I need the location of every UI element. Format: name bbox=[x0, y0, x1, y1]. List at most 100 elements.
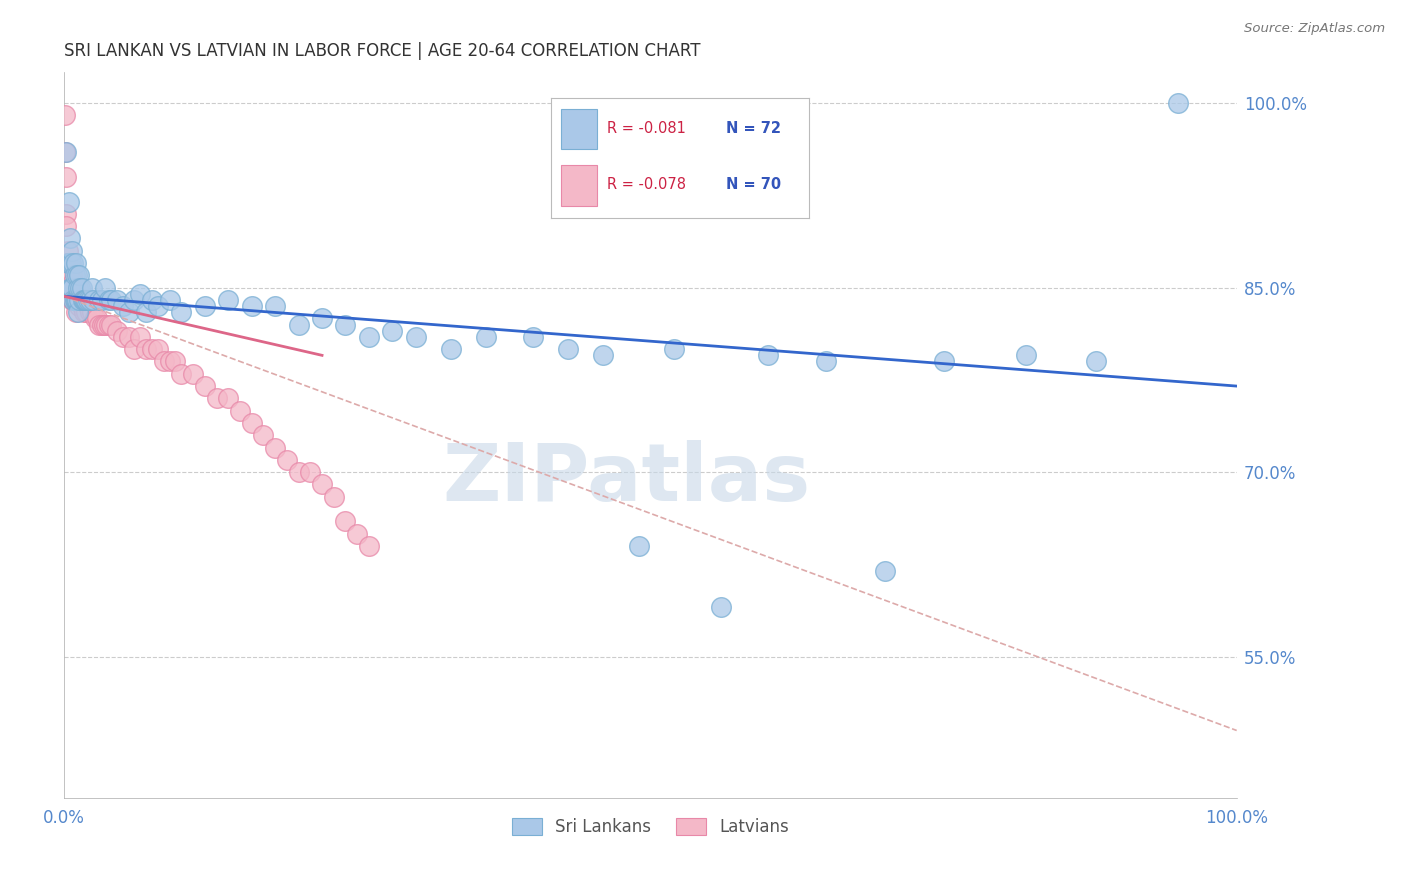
Point bbox=[76, 299, 98, 313]
Point bbox=[69, 281, 91, 295]
Point bbox=[141, 293, 163, 307]
Point bbox=[146, 342, 169, 356]
Point bbox=[170, 367, 193, 381]
Point bbox=[252, 428, 274, 442]
Point bbox=[276, 453, 298, 467]
Point bbox=[90, 293, 112, 307]
Point bbox=[63, 293, 86, 307]
Legend: Sri Lankans, Latvians: Sri Lankans, Latvians bbox=[503, 809, 797, 844]
Point bbox=[152, 354, 174, 368]
Point bbox=[141, 342, 163, 356]
Point bbox=[75, 293, 97, 307]
Point bbox=[56, 256, 79, 270]
Point bbox=[135, 342, 157, 356]
Point bbox=[322, 490, 344, 504]
Point bbox=[710, 600, 733, 615]
Point bbox=[89, 318, 111, 332]
Point bbox=[72, 293, 94, 307]
Point bbox=[62, 256, 84, 270]
Point bbox=[124, 293, 146, 307]
Point bbox=[63, 281, 86, 295]
Point bbox=[60, 293, 83, 307]
Point bbox=[100, 293, 122, 307]
Point bbox=[56, 256, 79, 270]
Point bbox=[65, 305, 87, 319]
Point bbox=[66, 293, 89, 307]
Point bbox=[264, 441, 287, 455]
Point bbox=[932, 354, 955, 368]
Point bbox=[105, 293, 128, 307]
Point bbox=[62, 275, 84, 289]
Point bbox=[60, 268, 83, 283]
Point bbox=[1014, 348, 1036, 362]
Point bbox=[79, 293, 101, 307]
Point bbox=[59, 256, 82, 270]
Point bbox=[83, 311, 105, 326]
Point bbox=[55, 145, 77, 160]
Point bbox=[59, 281, 82, 295]
Point bbox=[67, 268, 90, 283]
Point bbox=[59, 231, 82, 245]
Point bbox=[117, 330, 139, 344]
Point bbox=[135, 305, 157, 319]
Point bbox=[475, 330, 498, 344]
Point bbox=[56, 244, 79, 258]
Point bbox=[557, 342, 579, 356]
Point bbox=[58, 256, 80, 270]
Point bbox=[146, 299, 169, 313]
Point bbox=[55, 219, 77, 234]
Point bbox=[62, 293, 84, 307]
Point bbox=[65, 256, 87, 270]
Point bbox=[111, 330, 134, 344]
Point bbox=[159, 354, 181, 368]
Point bbox=[72, 299, 94, 313]
Point bbox=[75, 305, 97, 319]
Point bbox=[181, 367, 204, 381]
Point bbox=[67, 281, 90, 295]
Point bbox=[70, 281, 93, 295]
Point bbox=[627, 539, 650, 553]
Point bbox=[82, 281, 104, 295]
Point bbox=[55, 169, 77, 184]
Point bbox=[55, 207, 77, 221]
Point bbox=[194, 299, 217, 313]
Point bbox=[815, 354, 838, 368]
Point bbox=[65, 286, 87, 301]
Point bbox=[100, 318, 122, 332]
Point bbox=[73, 305, 96, 319]
Point bbox=[335, 515, 357, 529]
Point bbox=[662, 342, 685, 356]
Point bbox=[264, 299, 287, 313]
Point bbox=[205, 392, 228, 406]
Point bbox=[117, 305, 139, 319]
Point bbox=[69, 293, 91, 307]
Point bbox=[229, 403, 252, 417]
Point bbox=[440, 342, 463, 356]
Point bbox=[75, 293, 97, 307]
Point bbox=[75, 293, 97, 307]
Point bbox=[194, 379, 217, 393]
Point bbox=[129, 330, 152, 344]
Point bbox=[1085, 354, 1108, 368]
Point bbox=[159, 293, 181, 307]
Point bbox=[129, 286, 152, 301]
Point bbox=[287, 465, 309, 479]
Point bbox=[63, 268, 86, 283]
Point bbox=[60, 256, 83, 270]
Point bbox=[217, 392, 239, 406]
Point bbox=[124, 342, 146, 356]
Point bbox=[381, 324, 404, 338]
Point bbox=[79, 305, 101, 319]
Point bbox=[76, 293, 98, 307]
Point bbox=[111, 299, 134, 313]
Point bbox=[63, 293, 86, 307]
Point bbox=[89, 293, 111, 307]
Point bbox=[97, 318, 120, 332]
Text: ZIPatlas: ZIPatlas bbox=[443, 440, 811, 518]
Point bbox=[311, 477, 333, 491]
Point bbox=[53, 108, 76, 122]
Point bbox=[93, 318, 115, 332]
Point bbox=[405, 330, 427, 344]
Point bbox=[67, 293, 90, 307]
Point bbox=[58, 268, 80, 283]
